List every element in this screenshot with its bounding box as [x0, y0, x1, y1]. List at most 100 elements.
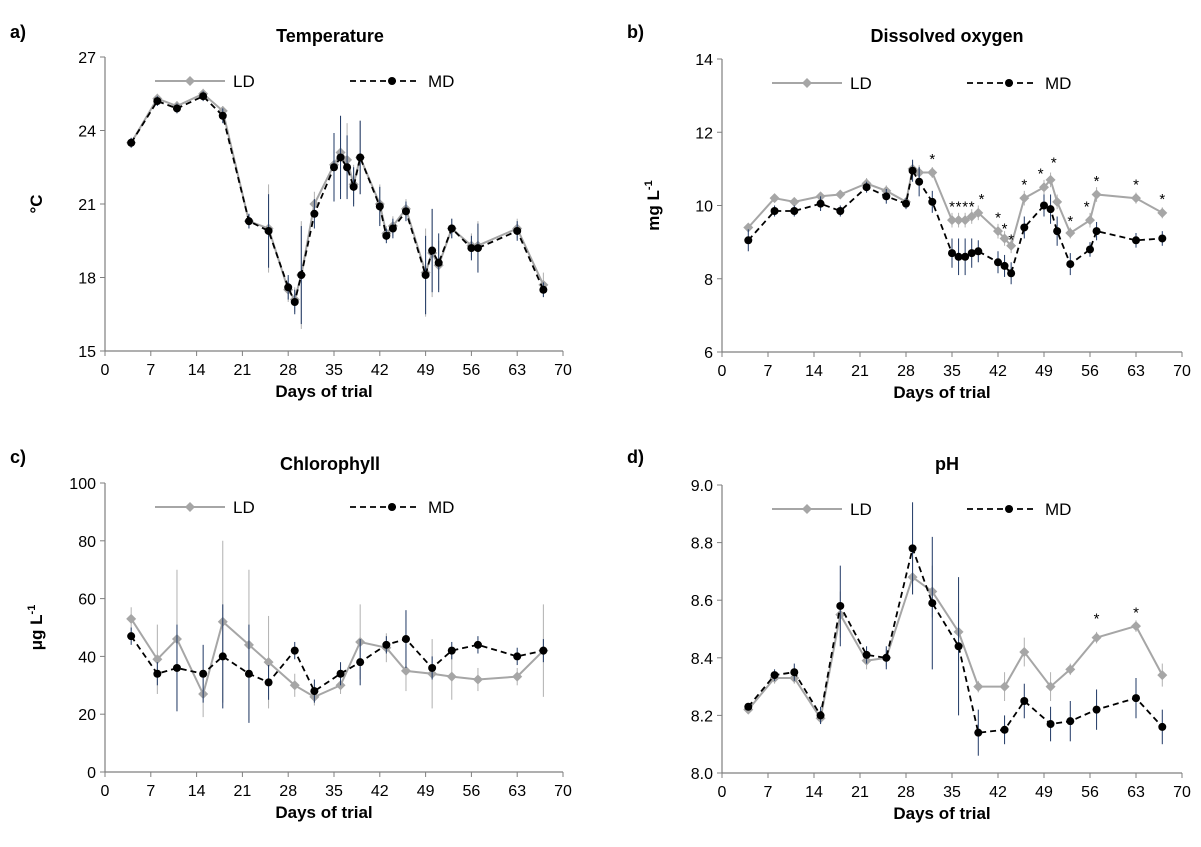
data-point-circle [1046, 720, 1055, 729]
data-point-circle [153, 669, 162, 678]
data-point-circle [244, 669, 253, 678]
x-tick-label: 49 [1035, 784, 1053, 801]
legend: LD MD [772, 74, 1071, 93]
data-point-circle [1053, 227, 1062, 236]
x-tick-label: 14 [805, 784, 823, 801]
data-point-circle [172, 104, 181, 113]
y-tick-label: 21 [78, 197, 96, 214]
x-tick-label: 49 [417, 783, 435, 800]
x-tick-label: 0 [718, 363, 727, 380]
x-tick-label: 7 [146, 783, 155, 800]
data-point-circle [199, 92, 208, 101]
significance-star: * [1021, 177, 1027, 194]
data-point-diamond [1065, 227, 1076, 238]
significance-star: * [1094, 610, 1100, 627]
data-point-diamond [152, 654, 163, 665]
data-point-diamond [126, 613, 137, 624]
chart-title: Dissolved oxygen [870, 26, 1023, 46]
panel-dissolved-oxygen: b) Dissolved oxygen 0 7 14 21 28 35 42 49 56 63 70 6 8… [627, 22, 1191, 402]
data-point-circle [1066, 717, 1075, 726]
data-point-diamond [1065, 664, 1076, 675]
data-point-diamond [1091, 189, 1102, 200]
data-point-diamond [960, 215, 971, 226]
legend-label: MD [1045, 500, 1071, 519]
panel-letter: d) [627, 447, 644, 467]
data-point-diamond [1019, 193, 1030, 204]
significance-star: * [1002, 220, 1008, 237]
legend-label: MD [428, 498, 454, 517]
series-line [130, 635, 544, 693]
data-point-circle [1046, 205, 1055, 214]
data-point-circle [349, 182, 358, 191]
legend-swatch-marker [802, 504, 812, 514]
data-point-diamond [289, 680, 300, 691]
x-tick-label: 35 [325, 783, 343, 800]
data-point-circle [882, 653, 891, 662]
data-point-diamond [966, 211, 977, 222]
data-point-circle [218, 111, 227, 120]
x-tick-label: 28 [279, 783, 297, 800]
data-point-circle [1020, 223, 1029, 232]
data-point-circle [744, 702, 753, 711]
significance-star: * [1084, 199, 1090, 216]
chart-title: pH [935, 454, 959, 474]
legend-swatch-marker [388, 503, 396, 511]
x-tick-label: 21 [851, 363, 869, 380]
x-axis-title: Days of trial [275, 803, 372, 822]
data-point-circle [375, 202, 384, 211]
y-tick-label: 18 [78, 271, 96, 288]
data-point-circle [127, 632, 136, 641]
data-point-circle [836, 206, 845, 215]
legend-swatch-marker [802, 78, 812, 88]
data-point-circle [388, 224, 397, 233]
data-point-circle [770, 671, 779, 680]
series-md [744, 502, 1167, 756]
data-point-circle [994, 258, 1002, 267]
legend: LD MD [155, 72, 454, 91]
panel-chlorophyll: c) Chlorophyll 0 7 14 21 28 35 42 49 56 63 70 0 20 40 60… [10, 447, 572, 822]
data-point-circle [902, 199, 910, 208]
data-point-circle [908, 166, 917, 175]
y-tick-label: 80 [78, 534, 96, 551]
panel-letter: b) [627, 22, 644, 42]
y-tick-label: 6 [704, 345, 713, 362]
x-tick-label: 42 [371, 783, 389, 800]
legend: LD MD [155, 498, 454, 517]
data-point-circle [330, 163, 338, 172]
y-tick-label: 24 [78, 124, 96, 141]
y-tick-label: 60 [78, 592, 96, 609]
significance-star: * [1051, 155, 1057, 172]
series-line [747, 168, 1163, 276]
significance-star: * [929, 151, 935, 168]
data-point-circle [790, 668, 799, 677]
x-tick-label: 70 [554, 362, 572, 379]
data-point-circle [336, 153, 345, 162]
x-tick-label: 42 [989, 363, 1007, 380]
data-point-diamond [769, 193, 780, 204]
data-point-circle [1066, 260, 1075, 269]
data-point-circle [954, 642, 963, 651]
data-point-diamond [1157, 207, 1168, 218]
y-tick-label: 14 [695, 52, 713, 69]
data-point-circle [1092, 705, 1101, 714]
data-point-circle [382, 231, 391, 240]
legend-label: LD [850, 500, 872, 519]
x-tick-label: 63 [1127, 784, 1145, 801]
data-point-diamond [1045, 174, 1056, 185]
data-point-circle [434, 258, 443, 267]
series-md [127, 91, 548, 325]
series-ld [126, 88, 549, 329]
y-tick-label: 20 [78, 707, 96, 724]
data-point-diamond [947, 215, 957, 226]
data-point-circle [539, 285, 548, 294]
data-point-circle [908, 544, 917, 553]
x-tick-label: 49 [1035, 363, 1053, 380]
y-axis-title-text: °C [27, 194, 46, 213]
data-point-circle [343, 163, 352, 172]
x-tick-label: 70 [1173, 363, 1191, 380]
data-point-circle [447, 224, 456, 233]
significance-star: * [995, 209, 1001, 226]
y-tick-label: 10 [695, 199, 713, 216]
y-tick-label: 8.0 [691, 766, 713, 783]
